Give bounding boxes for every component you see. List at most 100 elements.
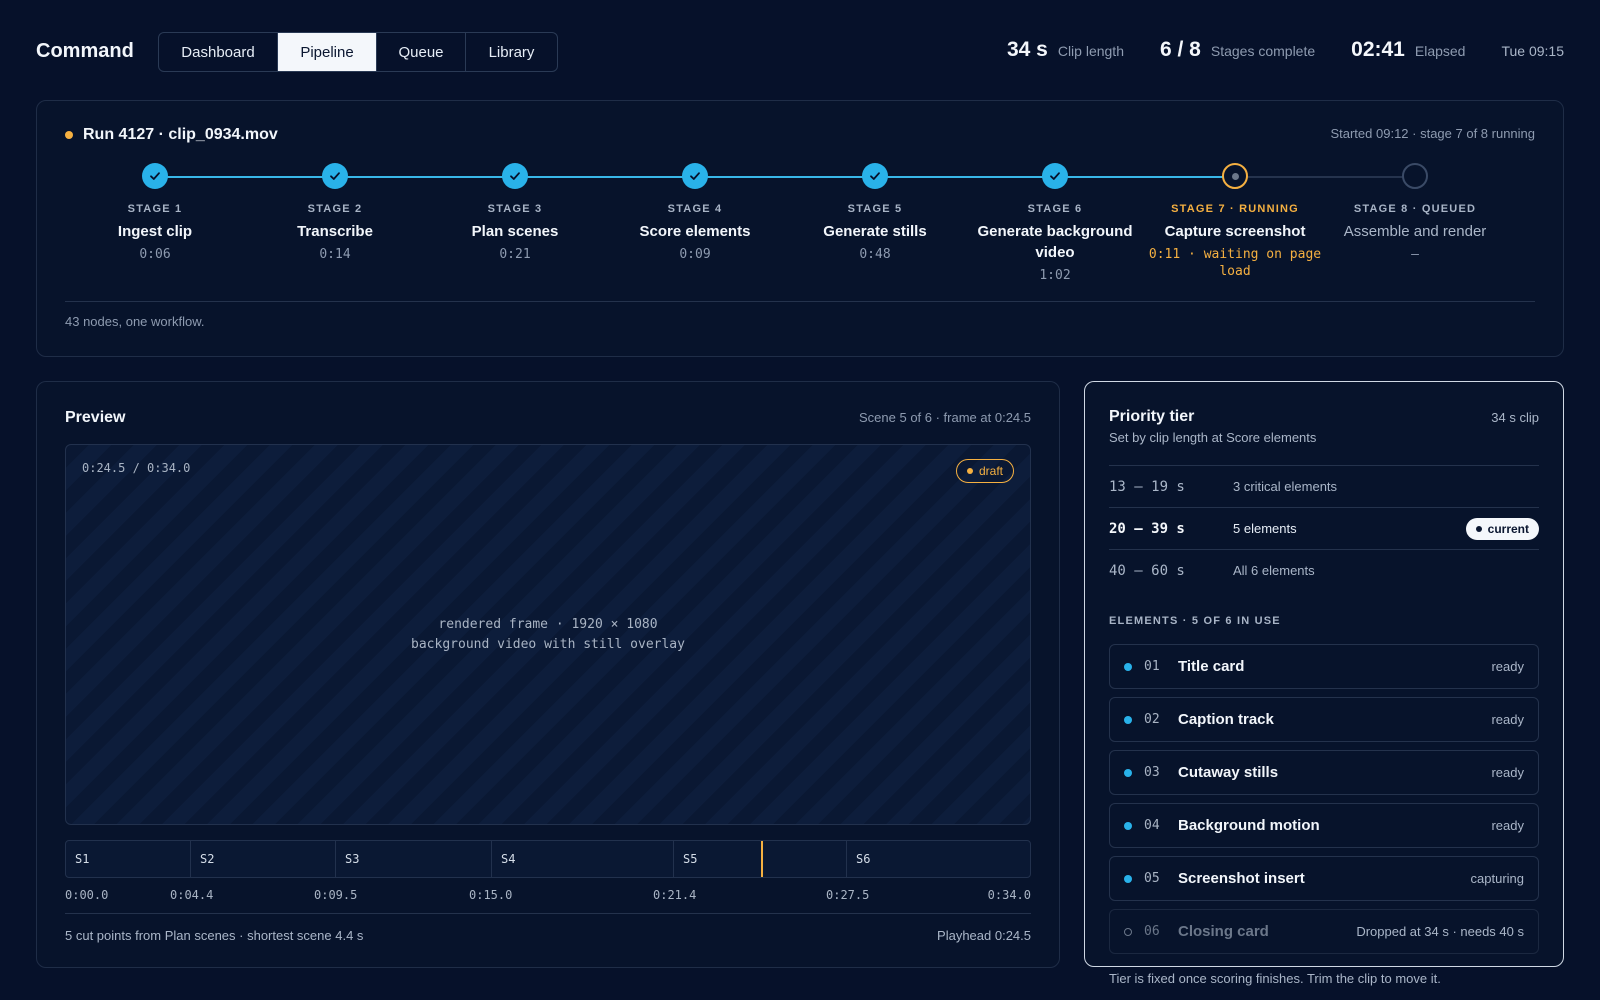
tier-clip-length: 34 s clip [1491,410,1539,425]
run-title: Run 4127 · clip_0934.mov [65,126,278,144]
check-icon [682,163,708,189]
stage-time: 0:11 · waiting on page load [1148,247,1322,279]
stage-kicker: STAGE 5 [847,203,903,215]
frame-timecode: 0:24.5 / 0:34.0 [82,461,191,475]
element-item[interactable]: 05 Screenshot insert capturing [1109,856,1539,901]
element-number: 01 [1144,659,1160,674]
element-item[interactable]: 02 Caption track ready [1109,697,1539,742]
stat-elapsed: 02:41 Elapsed [1351,38,1465,62]
check-icon [1042,163,1068,189]
tier-footer: Tier is fixed once scoring finishes. Tri… [1109,971,1441,986]
stage-4[interactable]: STAGE 4 Score elements 0:09 [603,163,787,263]
tier-desc: 5 elements [1233,521,1297,536]
current-badge: current [1465,518,1539,540]
tick-label: 0:15.0 [469,888,513,902]
element-number: 04 [1144,818,1160,833]
stage-2[interactable]: STAGE 2 Transcribe 0:14 [243,163,427,263]
stage-8[interactable]: STAGE 8 · QUEUED Assemble and render — [1323,163,1507,263]
queued-circle-icon [1402,163,1428,189]
stage-name: Score elements [639,223,751,240]
stage-kicker: STAGE 7 · RUNNING [1171,203,1299,215]
current-dot [1475,526,1482,532]
scene-timeline[interactable]: S1 S2 S3 S4 S5 S6 [65,840,1031,878]
status-dot [1124,874,1132,883]
stat-stages-complete: 6 / 8 Stages complete [1160,38,1315,62]
element-name: Title card [1178,658,1245,675]
tab-queue[interactable]: Queue [377,33,466,71]
preview-frame[interactable]: 0:24.5 / 0:34.0 draft rendered frame · 1… [65,444,1031,825]
clock: Tue 09:15 [1501,43,1564,59]
scene-segment[interactable]: S4 [492,841,674,877]
tier-desc: All 6 elements [1233,563,1315,578]
running-spinner-icon [1222,163,1248,189]
tab-pipeline[interactable]: Pipeline [278,33,377,71]
element-item[interactable]: 04 Background motion ready [1109,803,1539,848]
stage-name: Capture screenshot [1164,223,1306,240]
check-icon [142,163,168,189]
timeline-ticks: 0:00.0 0:04.4 0:09.5 0:15.0 0:21.4 0:27.… [65,888,1031,902]
stat-value: 02:41 [1351,38,1405,61]
check-icon [502,163,528,189]
running-status-dot [65,131,73,139]
scene-segment[interactable]: S6 [856,852,871,866]
divider [65,301,1535,302]
tier-table: 13 – 19 s 3 critical elements 20 – 39 s … [1109,465,1539,591]
stage-3[interactable]: STAGE 3 Plan scenes 0:21 [423,163,607,263]
stat-clip-length: 34 s Clip length [1007,38,1124,62]
run-card: Run 4127 · clip_0934.mov Started 09:12 ·… [36,100,1564,357]
scene-segment[interactable]: S3 [336,841,492,877]
tier-range: 40 – 60 s [1109,562,1185,579]
tab-library[interactable]: Library [488,43,535,61]
stage-time: 0:21 [499,247,531,262]
check-icon [322,163,348,189]
element-item[interactable]: 03 Cutaway stills ready [1109,750,1539,795]
stage-name: Transcribe [297,223,373,240]
element-name: Cutaway stills [1178,764,1279,781]
draft-label: draft [978,464,1003,478]
header-stats: 34 s Clip length 6 / 8 Stages complete 0… [971,38,1564,62]
stage-7[interactable]: STAGE 7 · RUNNING Capture screenshot 0:1… [1143,163,1327,280]
preview-card: Preview Scene 5 of 6 · frame at 0:24.5 0… [36,381,1060,968]
stage-1[interactable]: STAGE 1 Ingest clip 0:06 [63,163,247,263]
stage-name: Assemble and render [1343,223,1487,240]
empty-circle-icon [1124,927,1132,936]
stage-kicker: STAGE 8 · QUEUED [1353,203,1477,215]
stage-6[interactable]: STAGE 6 Generate background video 1:02 [963,163,1147,284]
stage-time: 0:14 [319,247,351,262]
tab-dashboard[interactable]: Dashboard [159,33,278,71]
element-name: Caption track [1178,711,1274,728]
playhead[interactable] [761,841,763,877]
scene-segment[interactable]: S1 [66,841,191,877]
element-number: 02 [1144,712,1160,727]
element-item-dropped[interactable]: 06 Closing card Dropped at 34 s · needs … [1109,909,1539,954]
element-name: Closing card [1178,923,1269,940]
stage-name: Plan scenes [471,223,559,240]
tier-row: 40 – 60 s All 6 elements [1109,549,1539,591]
scene-segment[interactable]: S5 [674,841,847,877]
element-name: Screenshot insert [1178,870,1305,887]
stat-label: Stages complete [1210,43,1316,59]
stat-value: 34 s [1006,38,1048,61]
frame-caption-line: background video with still overlay [411,637,685,652]
stage-5[interactable]: STAGE 5 Generate stills 0:48 [783,163,967,263]
tier-row: 13 – 19 s 3 critical elements [1109,465,1539,507]
running-dot [1231,172,1239,180]
stage-time: 1:02 [1039,268,1071,283]
stat-label: Clip length [1057,43,1124,59]
status-dot [1124,715,1132,724]
stat-label: Elapsed [1414,43,1466,59]
stage-time: 0:48 [859,247,891,262]
stage-name: Generate background video [977,223,1133,261]
elements-heading: ELEMENTS · 5 OF 6 IN USE [1109,615,1281,627]
tier-title: Priority tier [1109,408,1195,425]
preview-footer: 5 cut points from Plan scenes · shortest… [65,928,364,943]
main-nav: Dashboard Pipeline Queue Library [158,32,558,72]
element-status: ready [1491,659,1524,674]
preview-meta: Scene 5 of 6 · frame at 0:24.5 [859,410,1031,425]
element-item[interactable]: 01 Title card ready [1109,644,1539,689]
stat-value: 6 / 8 [1159,38,1201,61]
current-label: current [1487,522,1529,536]
stage-kicker: STAGE 2 [307,203,363,215]
tick-label: 0:21.4 [653,888,697,902]
scene-segment[interactable]: S2 [191,841,336,877]
